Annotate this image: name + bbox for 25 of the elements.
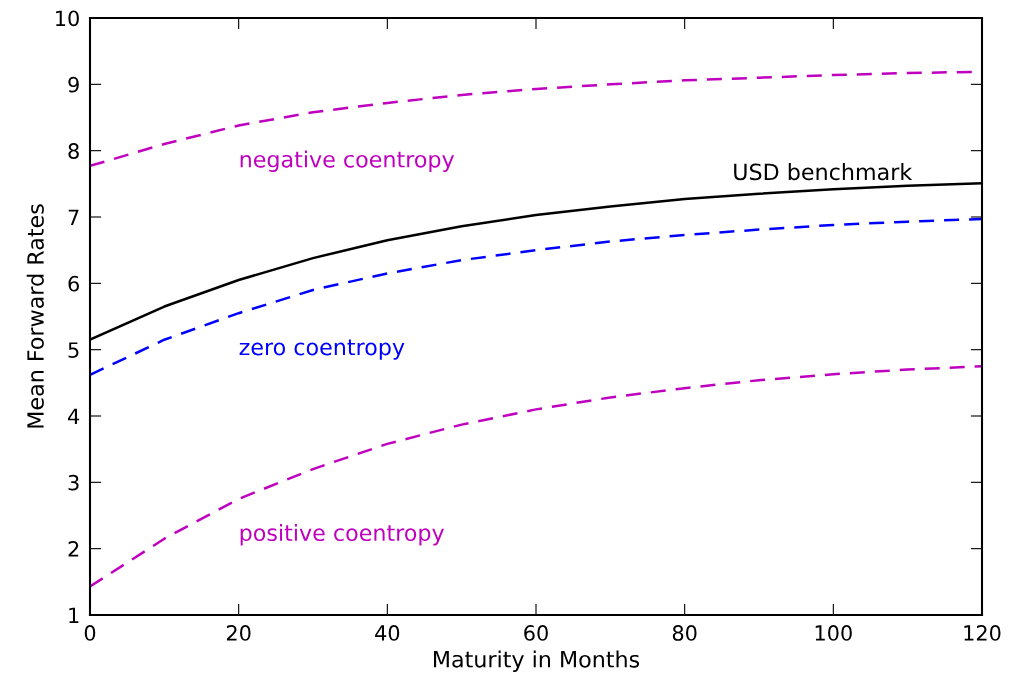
y-tick-label: 9 [68,76,79,93]
x-tick-label: 20 [226,625,251,641]
x-axis-title: Maturity in Months [434,650,640,672]
y-tick-label: 7 [68,209,79,225]
y-tick-label: 6 [68,275,79,292]
x-tick-label: 80 [672,625,697,641]
series-label: negative coentropy [240,150,455,172]
series-label: USD benchmark [734,163,913,181]
y-tick-label: 3 [68,474,79,491]
line-series [90,217,982,377]
x-tick-label: 120 [964,625,1001,641]
series-label: positive coentropy [240,523,444,546]
y-tick-label: 5 [68,342,79,358]
series-label: zero coentropy [239,339,405,360]
y-tick-label: 2 [68,541,79,557]
line-series [90,365,982,588]
y-tick-label: 4 [68,408,80,424]
x-tick-label: 100 [815,625,852,641]
y-tick-label: 8 [68,143,79,159]
x-tick-label: 0 [84,625,96,641]
y-axis-title: Mean Forward Rates [26,204,44,428]
y-tick-label: 10 [56,10,79,27]
x-tick-label: 40 [375,625,400,641]
y-tick-label: 1 [69,607,79,623]
x-tick-label: 60 [524,625,548,641]
